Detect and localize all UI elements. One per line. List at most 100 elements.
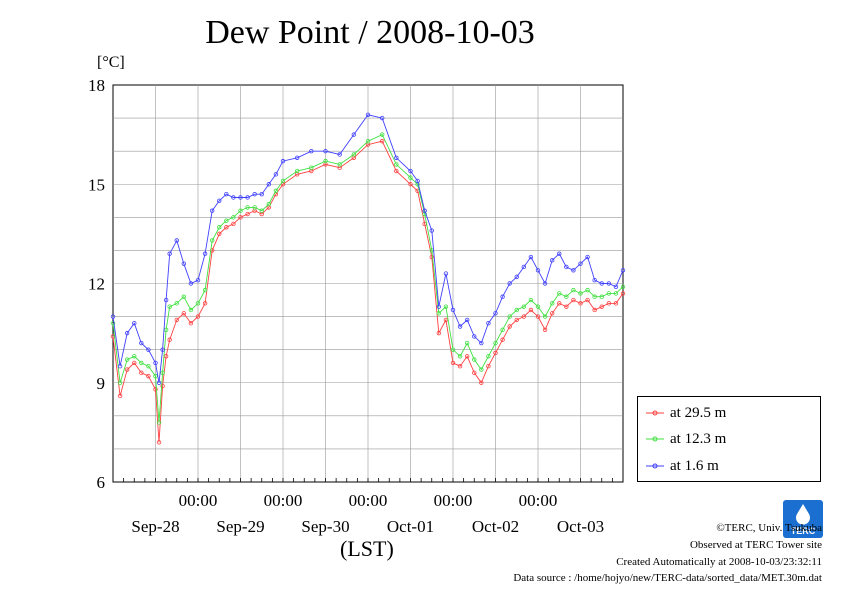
data-point-2 — [309, 148, 314, 154]
chart-title: Dew Point / 2008-10-03 — [205, 14, 535, 51]
data-point-2 — [209, 208, 215, 213]
terc-logo: TERC — [783, 500, 823, 538]
data-point-2 — [174, 238, 179, 243]
data-point-0 — [486, 364, 491, 369]
data-point-2 — [245, 195, 250, 200]
y-tick-label: 6 — [97, 473, 106, 492]
data-point-2 — [429, 228, 434, 233]
footer-observed: Observed at TERC Tower site — [689, 539, 822, 551]
data-point-0 — [146, 373, 151, 379]
legend-label: at 29.5 m — [670, 404, 727, 421]
data-point-2 — [202, 251, 208, 256]
data-point-1 — [450, 347, 456, 352]
footer-created: Created Automatically at 2008-10-03/23:3… — [616, 556, 822, 568]
data-point-2 — [436, 304, 442, 309]
data-point-0 — [436, 330, 442, 336]
x-time-tick-label: 00:00 — [519, 491, 558, 510]
data-point-1 — [606, 291, 612, 296]
data-point-0 — [217, 231, 222, 237]
y-tick-label: 12 — [88, 275, 105, 294]
data-point-1 — [620, 284, 626, 290]
data-point-2 — [507, 281, 512, 286]
data-point-0 — [564, 304, 569, 309]
data-point-2 — [606, 281, 612, 286]
data-point-2 — [351, 132, 357, 137]
data-point-1 — [231, 215, 236, 220]
legend-item-29-5m: at 29.5 m — [646, 403, 726, 423]
data-point-0 — [571, 297, 576, 303]
footer-copyright: ©TERC, Univ. Tsukuba — [716, 522, 822, 534]
data-point-1 — [337, 162, 342, 167]
data-point-2 — [323, 148, 328, 154]
data-point-2 — [181, 261, 187, 266]
data-point-1 — [174, 301, 179, 306]
data-point-2 — [110, 314, 116, 319]
data-point-1 — [486, 354, 491, 359]
data-point-2 — [564, 264, 569, 270]
data-point-2 — [337, 152, 342, 157]
series-line-2 — [112, 114, 624, 383]
data-point-1 — [408, 175, 413, 180]
legend-swatch-blue — [646, 461, 664, 471]
data-point-2 — [146, 347, 151, 352]
x-axis-label: (LST) — [340, 536, 394, 561]
data-point-2 — [549, 258, 555, 263]
data-point-0 — [195, 314, 201, 319]
data-point-1 — [528, 297, 534, 303]
data-point-0 — [450, 360, 456, 366]
data-point-0 — [542, 327, 548, 333]
x-time-tick-label: 00:00 — [349, 491, 388, 510]
data-point-1 — [124, 357, 130, 362]
data-point-0 — [188, 321, 194, 326]
data-point-0 — [457, 364, 463, 369]
data-point-1 — [394, 162, 399, 167]
data-point-1 — [479, 367, 484, 372]
data-point-0 — [174, 317, 179, 323]
data-point-0 — [408, 182, 413, 187]
data-point-1 — [351, 152, 357, 157]
data-point-1 — [217, 225, 222, 230]
series-line-0 — [112, 140, 624, 443]
data-point-2 — [238, 195, 243, 200]
legend: at 29.5 m at 12.3 m at 1.6 m — [637, 396, 821, 482]
data-point-2 — [450, 307, 456, 313]
data-point-0 — [245, 211, 250, 217]
data-point-0 — [585, 297, 590, 303]
x-time-tick-label: 00:00 — [179, 491, 218, 510]
data-point-0 — [132, 360, 137, 366]
data-point-1 — [457, 354, 463, 359]
data-point-0 — [153, 387, 158, 392]
data-point-0 — [620, 291, 626, 296]
data-point-2 — [252, 191, 257, 197]
x-time-tick-label: 00:00 — [264, 491, 303, 510]
data-point-0 — [139, 370, 144, 376]
data-point-1 — [167, 304, 172, 309]
x-date-label: Oct-02 — [472, 517, 519, 536]
data-point-0 — [521, 314, 527, 319]
data-point-0 — [429, 254, 434, 260]
data-point-1 — [153, 373, 158, 379]
data-point-0 — [167, 337, 172, 342]
data-point-1 — [110, 321, 116, 326]
data-point-0 — [117, 393, 123, 399]
data-point-2 — [585, 254, 590, 260]
data-point-1 — [188, 307, 194, 313]
data-point-1 — [323, 158, 328, 164]
data-point-1 — [443, 304, 449, 309]
footer-source: Data source : /home/hojyo/new/TERC-data/… — [513, 572, 822, 584]
data-point-1 — [146, 364, 151, 369]
data-point-1 — [542, 314, 548, 319]
legend-swatch-red — [646, 408, 664, 418]
data-point-1 — [280, 178, 286, 184]
data-point-1 — [535, 304, 541, 309]
data-point-1 — [599, 294, 604, 299]
data-point-2 — [365, 112, 371, 117]
data-point-2 — [167, 251, 172, 256]
data-point-2 — [139, 340, 144, 346]
data-point-1 — [493, 340, 498, 346]
data-point-1 — [379, 132, 385, 137]
x-date-label: Sep-28 — [131, 517, 179, 536]
data-point-0 — [160, 383, 165, 389]
